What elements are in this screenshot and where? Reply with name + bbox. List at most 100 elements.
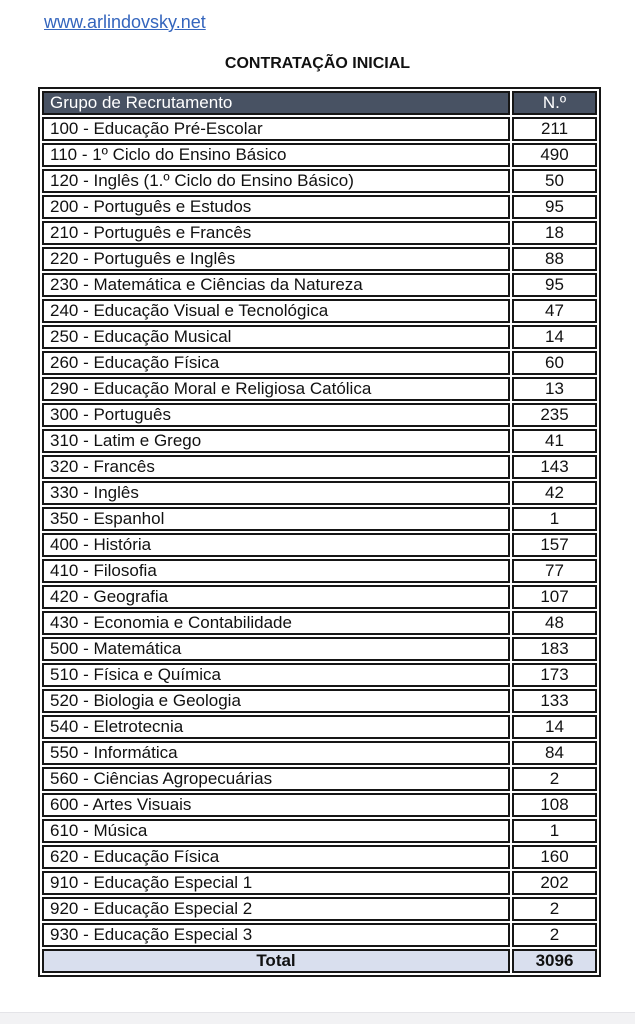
group-cell: 350 - Espanhol	[42, 507, 510, 531]
count-cell: 50	[512, 169, 597, 193]
table-row: 240 - Educação Visual e Tecnológica 47	[42, 299, 597, 323]
table-row: 310 - Latim e Grego 41	[42, 429, 597, 453]
table-row: 500 - Matemática 183	[42, 637, 597, 661]
group-cell: 920 - Educação Especial 2	[42, 897, 510, 921]
group-cell: 220 - Português e Inglês	[42, 247, 510, 271]
table-row: 420 - Geografia 107	[42, 585, 597, 609]
table-row: 250 - Educação Musical 14	[42, 325, 597, 349]
table-body: 100 - Educação Pré-Escolar 211 110 - 1º Ci…	[42, 117, 597, 947]
group-cell: 330 - Inglês	[42, 481, 510, 505]
count-cell: 235	[512, 403, 597, 427]
table-row: 320 - Francês 143	[42, 455, 597, 479]
table-row: 350 - Espanhol 1	[42, 507, 597, 531]
table-row: 550 - Informática 84	[42, 741, 597, 765]
group-cell: 200 - Português e Estudos	[42, 195, 510, 219]
group-cell: 520 - Biologia e Geologia	[42, 689, 510, 713]
table-row: 510 - Física e Química 173	[42, 663, 597, 687]
group-cell: 100 - Educação Pré-Escolar	[42, 117, 510, 141]
table-total-row: Total 3096	[42, 949, 597, 973]
recruitment-table: Grupo de Recrutamento N.º 100 - Educação…	[38, 87, 601, 977]
group-cell: 420 - Geografia	[42, 585, 510, 609]
group-cell: 930 - Educação Especial 3	[42, 923, 510, 947]
table-row: 110 - 1º Ciclo do Ensino Básico 490	[42, 143, 597, 167]
group-cell: 400 - História	[42, 533, 510, 557]
group-cell: 300 - Português	[42, 403, 510, 427]
group-cell: 620 - Educação Física	[42, 845, 510, 869]
table-row: 120 - Inglês (1.º Ciclo do Ensino Básico…	[42, 169, 597, 193]
page-title: CONTRATAÇÃO INICIAL	[224, 55, 411, 72]
count-cell: 107	[512, 585, 597, 609]
column-header-count: N.º	[512, 91, 597, 115]
table-row: 540 - Eletrotecnia 14	[42, 715, 597, 739]
count-cell: 490	[512, 143, 597, 167]
count-cell: 183	[512, 637, 597, 661]
group-cell: 240 - Educação Visual e Tecnológica	[42, 299, 510, 323]
table-row: 210 - Português e Francês 18	[42, 221, 597, 245]
table-row: 200 - Português e Estudos 95	[42, 195, 597, 219]
count-cell: 14	[512, 325, 597, 349]
count-cell: 108	[512, 793, 597, 817]
count-cell: 1	[512, 507, 597, 531]
group-cell: 250 - Educação Musical	[42, 325, 510, 349]
table-row: 910 - Educação Especial 1 202	[42, 871, 597, 895]
table-row: 220 - Português e Inglês 88	[42, 247, 597, 271]
group-cell: 110 - 1º Ciclo do Ensino Básico	[42, 143, 510, 167]
group-cell: 500 - Matemática	[42, 637, 510, 661]
group-cell: 230 - Matemática e Ciências da Natureza	[42, 273, 510, 297]
group-cell: 290 - Educação Moral e Religiosa Católic…	[42, 377, 510, 401]
table-row: 260 - Educação Física 60	[42, 351, 597, 375]
count-cell: 160	[512, 845, 597, 869]
count-cell: 77	[512, 559, 597, 583]
count-cell: 2	[512, 767, 597, 791]
table-row: 290 - Educação Moral e Religiosa Católic…	[42, 377, 597, 401]
table-row: 300 - Português 235	[42, 403, 597, 427]
table-row: 520 - Biologia e Geologia 133	[42, 689, 597, 713]
group-cell: 210 - Português e Francês	[42, 221, 510, 245]
count-cell: 2	[512, 923, 597, 947]
group-cell: 430 - Economia e Contabilidade	[42, 611, 510, 635]
table-row: 620 - Educação Física 160	[42, 845, 597, 869]
count-cell: 133	[512, 689, 597, 713]
group-cell: 910 - Educação Especial 1	[42, 871, 510, 895]
group-cell: 260 - Educação Física	[42, 351, 510, 375]
group-cell: 610 - Música	[42, 819, 510, 843]
table-row: 100 - Educação Pré-Escolar 211	[42, 117, 597, 141]
count-cell: 84	[512, 741, 597, 765]
count-cell: 202	[512, 871, 597, 895]
table-row: 330 - Inglês 42	[42, 481, 597, 505]
page-bottom-edge	[0, 1012, 635, 1024]
count-cell: 42	[512, 481, 597, 505]
count-cell: 173	[512, 663, 597, 687]
table-header-row: Grupo de Recrutamento N.º	[42, 91, 597, 115]
count-cell: 88	[512, 247, 597, 271]
count-cell: 18	[512, 221, 597, 245]
count-cell: 14	[512, 715, 597, 739]
count-cell: 143	[512, 455, 597, 479]
count-cell: 47	[512, 299, 597, 323]
table-row: 400 - História 157	[42, 533, 597, 557]
group-cell: 320 - Francês	[42, 455, 510, 479]
group-cell: 310 - Latim e Grego	[42, 429, 510, 453]
table-row: 430 - Economia e Contabilidade 48	[42, 611, 597, 635]
count-cell: 13	[512, 377, 597, 401]
count-cell: 95	[512, 195, 597, 219]
table-row: 230 - Matemática e Ciências da Natureza 9…	[42, 273, 597, 297]
group-cell: 540 - Eletrotecnia	[42, 715, 510, 739]
total-label: Total	[42, 949, 510, 973]
site-link[interactable]: www.arlindovsky.net	[44, 12, 206, 32]
group-cell: 560 - Ciências Agropecuárias	[42, 767, 510, 791]
count-cell: 48	[512, 611, 597, 635]
table-row: 560 - Ciências Agropecuárias 2	[42, 767, 597, 791]
count-cell: 1	[512, 819, 597, 843]
count-cell: 157	[512, 533, 597, 557]
group-cell: 550 - Informática	[42, 741, 510, 765]
total-value: 3096	[512, 949, 597, 973]
count-cell: 2	[512, 897, 597, 921]
group-cell: 600 - Artes Visuais	[42, 793, 510, 817]
column-header-group: Grupo de Recrutamento	[42, 91, 510, 115]
group-cell: 410 - Filosofia	[42, 559, 510, 583]
count-cell: 60	[512, 351, 597, 375]
group-cell: 510 - Física e Química	[42, 663, 510, 687]
